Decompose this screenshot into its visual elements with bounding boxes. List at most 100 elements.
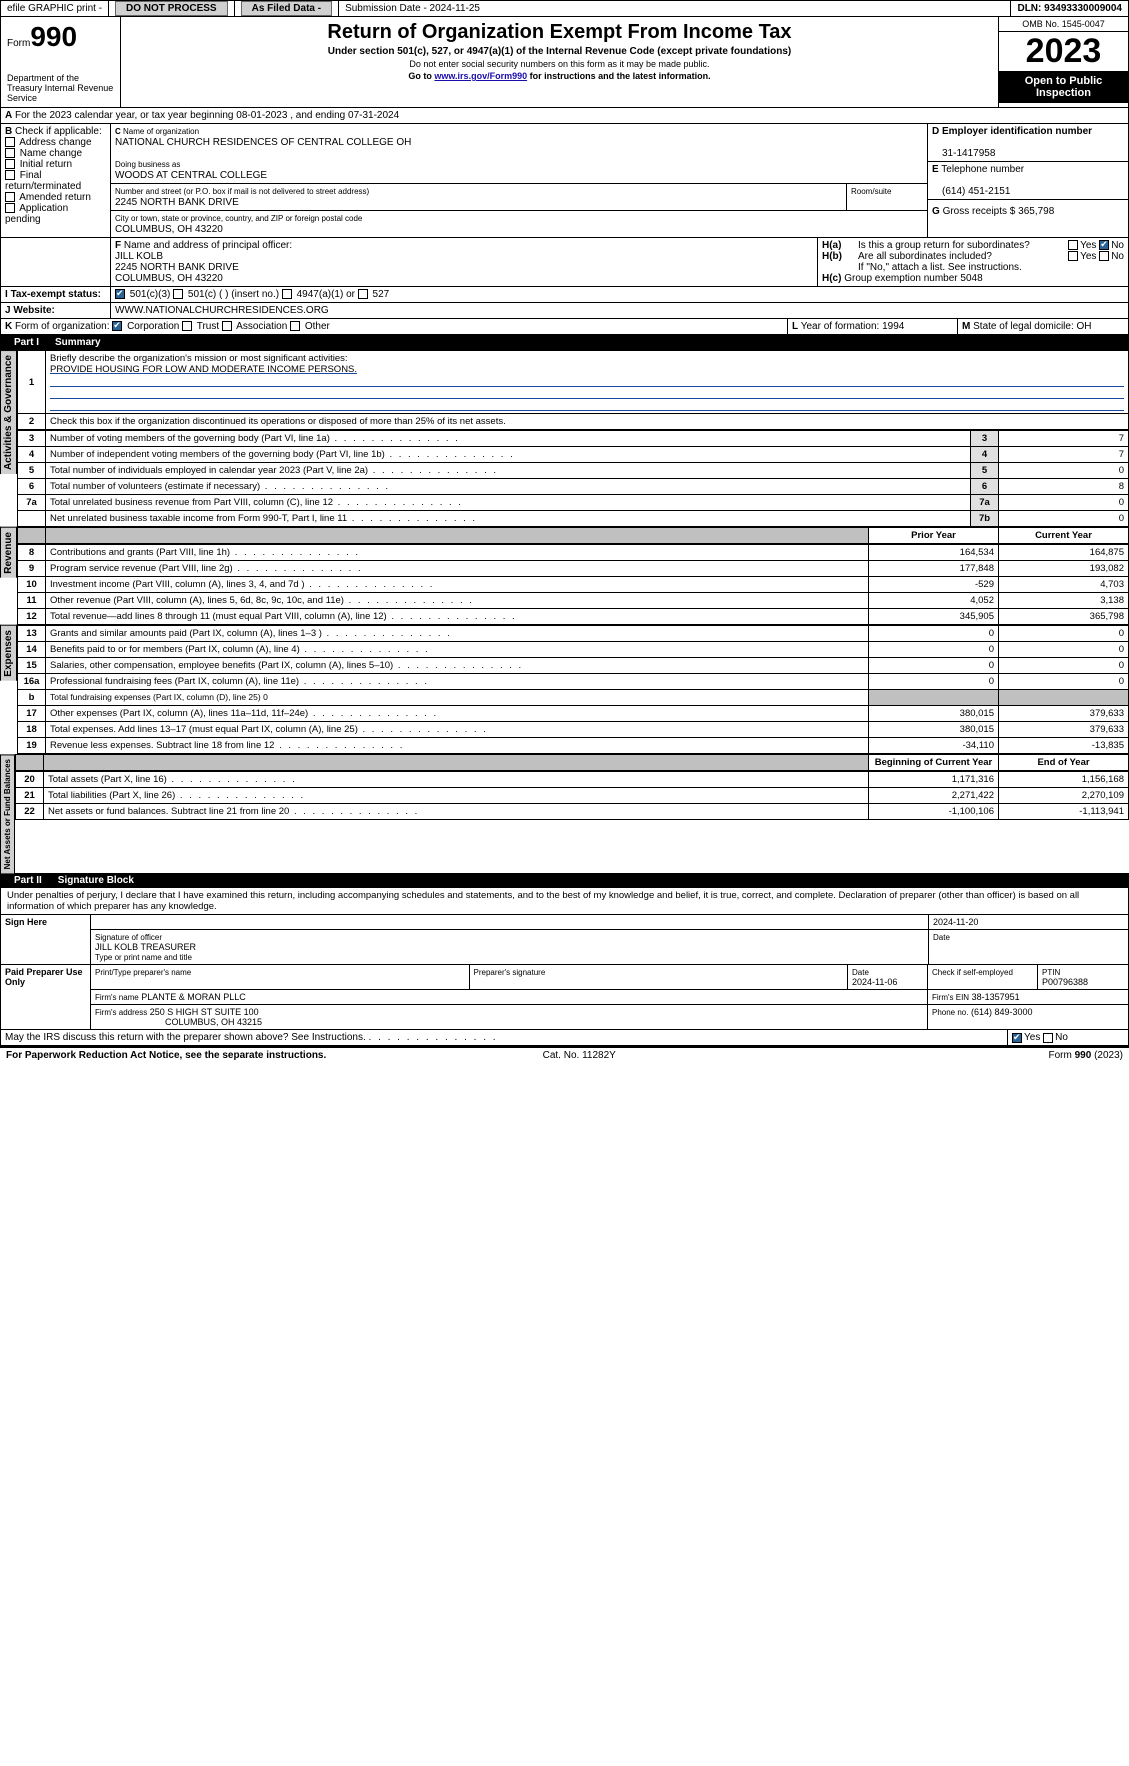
do-not-process-button[interactable]: DO NOT PROCESS xyxy=(115,1,228,16)
open-inspection: Open to Public Inspection xyxy=(999,71,1128,103)
mission-text: PROVIDE HOUSING FOR LOW AND MODERATE INC… xyxy=(50,364,357,375)
section-klm: K Form of organization: Corporation Trus… xyxy=(0,319,1129,335)
omb-number: OMB No. 1545-0047 xyxy=(999,17,1128,32)
final-return-checkbox[interactable] xyxy=(5,170,15,180)
cat-no: Cat. No. 11282Y xyxy=(543,1050,616,1061)
org-name: NATIONAL CHURCH RESIDENCES OF CENTRAL CO… xyxy=(115,137,411,148)
section-i: I Tax-exempt status: 501(c)(3) 501(c) ( … xyxy=(0,287,1129,303)
summary-row: 20Total assets (Part X, line 16)1,171,31… xyxy=(16,772,1129,788)
expenses-section: Expenses 13Grants and similar amounts pa… xyxy=(0,625,1129,754)
summary-row: 19Revenue less expenses. Subtract line 1… xyxy=(18,738,1129,754)
bcde-block: B Check if applicable: Address change Na… xyxy=(0,124,1129,238)
discuss-yes-checkbox[interactable] xyxy=(1012,1033,1022,1043)
telephone: (614) 451-2151 xyxy=(932,186,1010,197)
527-checkbox[interactable] xyxy=(358,289,368,299)
assoc-checkbox[interactable] xyxy=(222,321,232,331)
summary-row: 14Benefits paid to or for members (Part … xyxy=(18,642,1129,658)
firm-phone: (614) 849-3000 xyxy=(971,1007,1033,1017)
net-assets-section: Net Assets or Fund Balances Beginning of… xyxy=(0,754,1129,873)
part-i-header: Part ISummary xyxy=(0,335,1129,350)
summary-row: 18Total expenses. Add lines 13–17 (must … xyxy=(18,722,1129,738)
part-ii-header: Part IISignature Block xyxy=(0,873,1129,888)
ptin: P00796388 xyxy=(1042,977,1088,987)
firm-name: PLANTE & MORAN PLLC xyxy=(141,992,246,1002)
title-row: Form990 Department of the Treasury Inter… xyxy=(0,17,1129,108)
street-address: 2245 NORTH BANK DRIVE xyxy=(115,197,239,208)
section-j: J Website: WWW.NATIONALCHURCHRESIDENCES.… xyxy=(0,303,1129,319)
trust-checkbox[interactable] xyxy=(182,321,192,331)
state-domicile: OH xyxy=(1077,321,1092,332)
hb-no-checkbox[interactable] xyxy=(1099,251,1109,261)
signature-table: Sign Here 2024-11-20 Signature of office… xyxy=(0,914,1129,1030)
amended-return-checkbox[interactable] xyxy=(5,192,15,202)
501c3-checkbox[interactable] xyxy=(115,289,125,299)
officer-sign-date: 2024-11-20 xyxy=(933,917,978,927)
section-deg: D Employer identification number 31-1417… xyxy=(928,124,1128,237)
form990-link[interactable]: www.irs.gov/Form990 xyxy=(434,71,527,81)
subtitle: Under section 501(c), 527, or 4947(a)(1)… xyxy=(129,46,990,57)
summary-row: 15Salaries, other compensation, employee… xyxy=(18,658,1129,674)
application-pending-checkbox[interactable] xyxy=(5,203,15,213)
address-change-checkbox[interactable] xyxy=(5,137,15,147)
discuss-row: May the IRS discuss this return with the… xyxy=(0,1030,1129,1046)
side-label-rev: Revenue xyxy=(0,527,17,578)
firm-ein: 38-1357951 xyxy=(972,992,1020,1002)
name-change-checkbox[interactable] xyxy=(5,148,15,158)
section-h: H(a) Is this a group return for subordin… xyxy=(818,238,1128,286)
group-exemption: 5048 xyxy=(960,273,982,284)
dept-label: Department of the Treasury Internal Reve… xyxy=(7,73,114,103)
other-checkbox[interactable] xyxy=(290,321,300,331)
section-b: B Check if applicable: Address change Na… xyxy=(1,124,111,237)
summary-row: 5Total number of individuals employed in… xyxy=(18,463,1129,479)
fh-block: F Name and address of principal officer:… xyxy=(0,238,1129,287)
initial-return-checkbox[interactable] xyxy=(5,159,15,169)
summary-row: 17Other expenses (Part IX, column (A), l… xyxy=(18,706,1129,722)
dba-name: WOODS AT CENTRAL COLLEGE xyxy=(115,170,267,181)
dln: DLN: 93493330009004 xyxy=(1011,1,1128,16)
efile-label: efile GRAPHIC print - xyxy=(1,1,109,16)
activities-governance-section: Activities & Governance 1 Briefly descri… xyxy=(0,350,1129,527)
summary-row: 16aProfessional fundraising fees (Part I… xyxy=(18,674,1129,690)
summary-row: 22Net assets or fund balances. Subtract … xyxy=(16,804,1129,820)
summary-row: 3Number of voting members of the governi… xyxy=(18,431,1129,447)
summary-row: 6Total number of volunteers (estimate if… xyxy=(18,479,1129,495)
form-number: 990 xyxy=(30,21,77,52)
ha-no-checkbox[interactable] xyxy=(1099,240,1109,250)
main-title: Return of Organization Exempt From Incom… xyxy=(129,21,990,44)
section-c: C Name of organization NATIONAL CHURCH R… xyxy=(111,124,928,237)
footer: For Paperwork Reduction Act Notice, see … xyxy=(0,1046,1129,1063)
gross-receipts: 365,798 xyxy=(1018,206,1054,217)
preparer-date: 2024-11-06 xyxy=(852,977,897,987)
side-label-exp: Expenses xyxy=(0,625,17,681)
side-label-ag: Activities & Governance xyxy=(0,350,17,474)
summary-row: 12Total revenue—add lines 8 through 11 (… xyxy=(18,609,1129,625)
form-label: Form xyxy=(7,38,30,49)
ha-yes-checkbox[interactable] xyxy=(1068,240,1078,250)
section-f: F Name and address of principal officer:… xyxy=(111,238,818,286)
as-filed-button[interactable]: As Filed Data - xyxy=(241,1,332,16)
line-a: A For the 2023 calendar year, or tax yea… xyxy=(0,108,1129,124)
city-state-zip: COLUMBUS, OH 43220 xyxy=(115,224,223,235)
officer-name: JILL KOLB xyxy=(115,251,163,262)
ein: 31-1417958 xyxy=(932,148,995,159)
summary-row: 10Investment income (Part VIII, column (… xyxy=(18,577,1129,593)
summary-row: 11Other revenue (Part VIII, column (A), … xyxy=(18,593,1129,609)
discuss-no-checkbox[interactable] xyxy=(1043,1033,1053,1043)
corp-checkbox[interactable] xyxy=(112,321,122,331)
ssn-notice: Do not enter social security numbers on … xyxy=(129,59,990,69)
hb-yes-checkbox[interactable] xyxy=(1068,251,1078,261)
revenue-section: Revenue Prior YearCurrent Year 8Contribu… xyxy=(0,527,1129,625)
summary-row: 7aTotal unrelated business revenue from … xyxy=(18,495,1129,511)
firm-address1: 250 S HIGH ST SUITE 100 xyxy=(150,1007,259,1017)
501c-checkbox[interactable] xyxy=(173,289,183,299)
top-bar: efile GRAPHIC print - DO NOT PROCESS As … xyxy=(0,0,1129,17)
summary-row: 8Contributions and grants (Part VIII, li… xyxy=(18,545,1129,561)
officer-signature-name: JILL KOLB TREASURER xyxy=(95,942,196,952)
summary-row: 9Program service revenue (Part VIII, lin… xyxy=(18,561,1129,577)
year-formation: 1994 xyxy=(882,321,904,332)
summary-row: 13Grants and similar amounts paid (Part … xyxy=(18,626,1129,642)
side-label-net: Net Assets or Fund Balances xyxy=(0,754,15,873)
summary-row: Net unrelated business taxable income fr… xyxy=(18,511,1129,527)
summary-row: 21Total liabilities (Part X, line 26)2,2… xyxy=(16,788,1129,804)
4947-checkbox[interactable] xyxy=(282,289,292,299)
